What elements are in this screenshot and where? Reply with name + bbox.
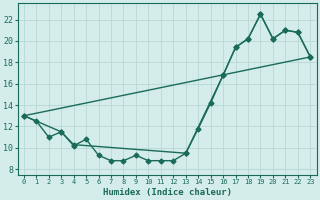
X-axis label: Humidex (Indice chaleur): Humidex (Indice chaleur) [103,188,232,197]
